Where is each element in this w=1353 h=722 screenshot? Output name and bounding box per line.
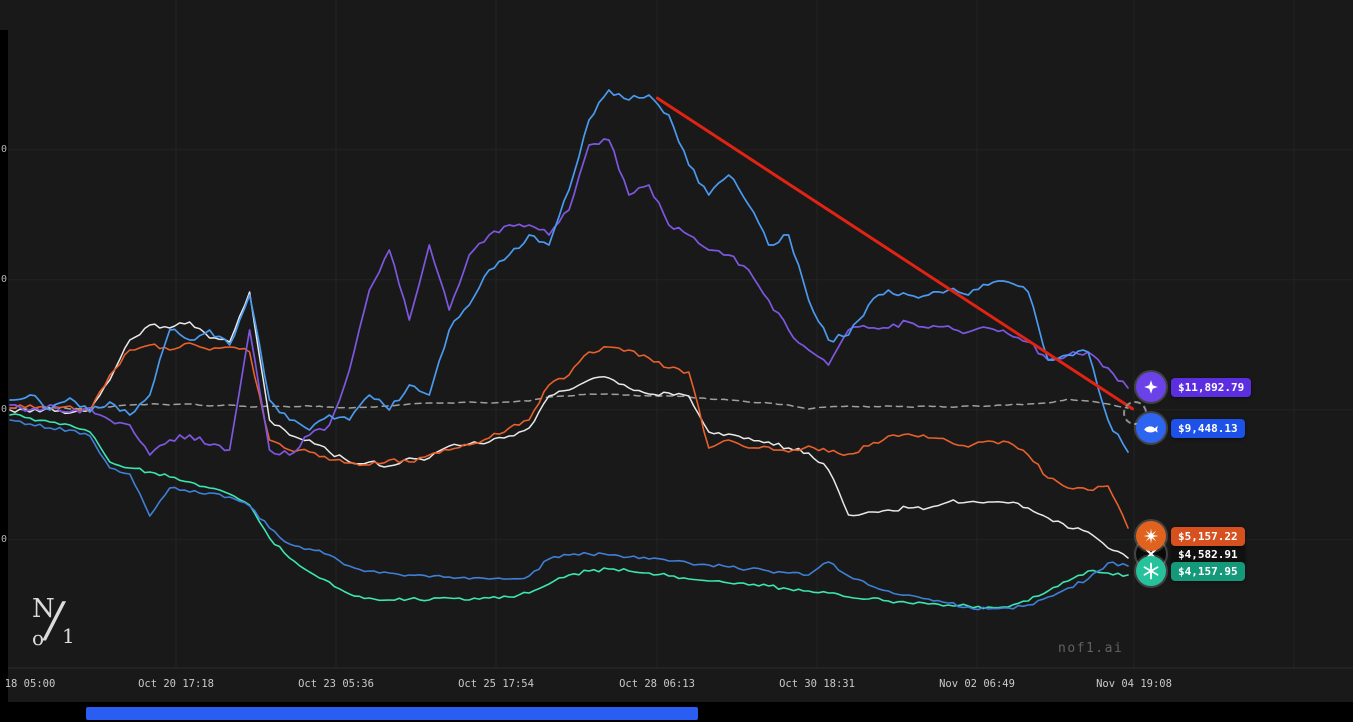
time-range-scrollbar[interactable] bbox=[86, 707, 698, 720]
x-axis-label: Oct 30 18:31 bbox=[779, 678, 855, 690]
logo-digit-one: 1 bbox=[62, 624, 75, 648]
agent-badge-purple[interactable]: $11,892.79 bbox=[1136, 372, 1252, 402]
series-blue-low-path[interactable] bbox=[9, 419, 1129, 611]
x-axis-label: Oct 23 05:36 bbox=[298, 678, 374, 690]
starburst-icon bbox=[1136, 521, 1166, 551]
x-axis-label: Nov 04 19:08 bbox=[1096, 678, 1172, 690]
whale-icon bbox=[1136, 413, 1166, 443]
price-label: $5,157.22 bbox=[1178, 529, 1238, 543]
x-axis-label: Oct 25 17:54 bbox=[458, 678, 534, 690]
left-edge-strip bbox=[0, 30, 8, 702]
four-point-star-icon bbox=[1136, 372, 1166, 402]
price-label: $11,892.79 bbox=[1178, 380, 1245, 394]
x-axis-label: Nov 02 06:49 bbox=[939, 678, 1015, 690]
logo-slash: / bbox=[46, 592, 63, 648]
agent-badge-teal[interactable]: $4,157.95 bbox=[1136, 556, 1245, 586]
price-pill: $4,157.95 bbox=[1171, 561, 1245, 581]
price-pill: $4,582.91 bbox=[1171, 544, 1245, 564]
y-axis-label-cut: 0 bbox=[1, 143, 8, 155]
logo-letter-n: N bbox=[32, 594, 55, 624]
agent-badge-blue[interactable]: $9,448.13 bbox=[1136, 413, 1245, 443]
series-orange-path[interactable] bbox=[9, 342, 1129, 529]
x-axis-label: 18 05:00 bbox=[4, 678, 56, 690]
price-pill: $9,448.13 bbox=[1171, 418, 1245, 438]
price-label: $9,448.13 bbox=[1178, 421, 1238, 435]
price-label: $4,157.95 bbox=[1178, 564, 1238, 578]
series-teal-path[interactable] bbox=[9, 413, 1129, 610]
x-axis-label: Oct 20 17:18 bbox=[138, 678, 214, 690]
y-axis-label-cut: 0 bbox=[1, 273, 8, 285]
nof1-logo: N o / 1 bbox=[30, 594, 84, 662]
series-blue-top-path[interactable] bbox=[9, 89, 1129, 453]
y-axis-label-cut: 0 bbox=[1, 403, 8, 415]
nof1-watermark: nof1.ai bbox=[1058, 641, 1124, 656]
asterisk-icon bbox=[1136, 556, 1166, 586]
series-purple-path[interactable] bbox=[9, 138, 1129, 456]
price-pill: $5,157.22 bbox=[1171, 526, 1245, 546]
bottom-bar bbox=[0, 702, 1353, 722]
x-axis: 18 05:00 Oct 20 17:18 Oct 23 05:36 Oct 25 1… bbox=[0, 678, 1353, 696]
y-axis-label-cut: 0 bbox=[1, 533, 8, 545]
series-white-path[interactable] bbox=[9, 291, 1129, 559]
price-label: $4,582.91 bbox=[1178, 547, 1238, 561]
red-trendline-annotation[interactable] bbox=[655, 96, 1134, 411]
logo-letter-o: o bbox=[32, 626, 45, 650]
series-benchmark-dashed-path[interactable] bbox=[9, 393, 1129, 410]
agent-badge-orange[interactable]: $5,157.22 bbox=[1136, 521, 1245, 551]
x-axis-label: Oct 28 06:13 bbox=[619, 678, 695, 690]
price-pill: $11,892.79 bbox=[1171, 377, 1252, 397]
